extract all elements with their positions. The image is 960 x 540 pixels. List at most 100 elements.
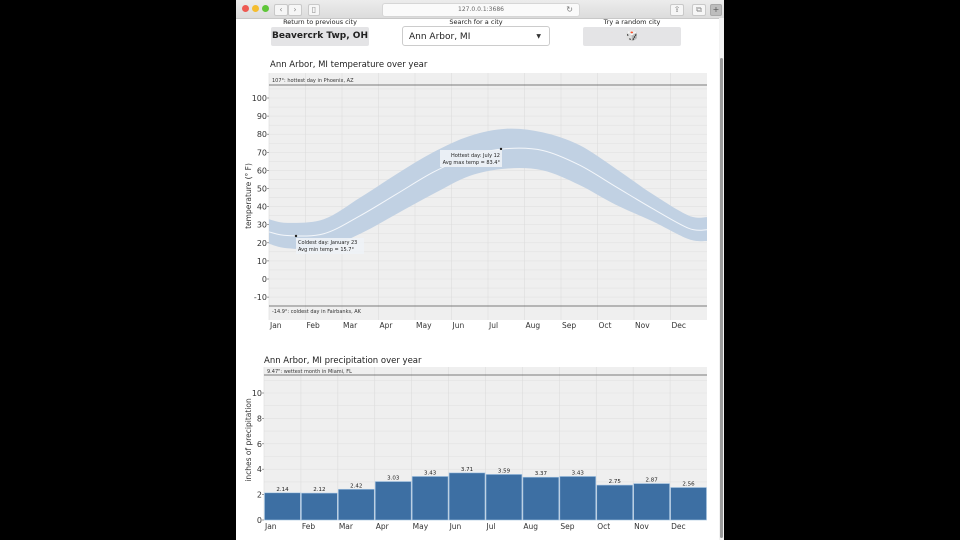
- url-text: 127.0.0.1:3686: [458, 6, 504, 13]
- coldest-tooltip: [296, 238, 364, 254]
- maximize-window-button[interactable]: [262, 5, 269, 12]
- hottest-annotation-line1: Hottest day: July 12: [451, 153, 500, 159]
- precipitation-bar: [448, 472, 486, 521]
- bar-value-label: 3.71: [461, 467, 473, 473]
- svg-text:Dec: Dec: [671, 522, 686, 531]
- precipitation-bar: [338, 488, 375, 521]
- previous-city-label: Return to previous city: [283, 18, 357, 26]
- share-icon[interactable]: ⇪: [670, 4, 684, 16]
- bar-value-label: 2.42: [350, 483, 362, 489]
- address-bar[interactable]: 127.0.0.1:3686 ↻: [382, 3, 580, 17]
- precipitation-bar: [596, 484, 633, 521]
- svg-text:0: 0: [262, 275, 267, 284]
- svg-text:10: 10: [252, 389, 262, 398]
- svg-text:60: 60: [257, 166, 267, 175]
- precipitation-x-axis: Jan Feb Mar Apr May Jun Jul Aug Sep Oct Nov Dec: [264, 522, 686, 531]
- previous-city-button[interactable]: Beavercrk Twp, OH: [271, 27, 369, 46]
- svg-text:4: 4: [257, 465, 262, 474]
- svg-text:May: May: [413, 522, 429, 531]
- svg-text:90: 90: [257, 112, 267, 121]
- svg-text:2: 2: [257, 491, 262, 500]
- temperature-y-axis: -10 0 10 20 30 40 50 60 70 80 90 100: [252, 94, 269, 302]
- bar-value-label: 2.87: [646, 478, 659, 484]
- close-window-button[interactable]: [242, 5, 249, 12]
- svg-text:Jul: Jul: [486, 522, 496, 531]
- precipitation-y-axis: 0 2 4 6 8 10: [252, 389, 264, 525]
- search-city-label: Search for a city: [449, 18, 503, 26]
- precipitation-bar: [264, 492, 301, 521]
- bar-value-label: 2.56: [682, 481, 695, 487]
- temperature-x-axis: Jan Feb Mar Apr May Jun Jul Aug Sep Oct Nov Dec: [269, 321, 686, 330]
- precipitation-y-label: inches of precipitation: [244, 398, 253, 482]
- svg-text:Mar: Mar: [339, 522, 354, 531]
- city-search-select[interactable]: Ann Arbor, MI ▼: [402, 26, 550, 46]
- precipitation-bar: [522, 476, 560, 521]
- svg-text:Apr: Apr: [376, 522, 390, 531]
- chevron-down-icon: ▼: [536, 33, 541, 40]
- bar-value-label: 3.59: [498, 468, 511, 474]
- bar-value-label: 3.43: [424, 470, 437, 476]
- svg-text:50: 50: [257, 185, 267, 194]
- svg-text:Oct: Oct: [599, 321, 612, 330]
- coldest-reference-label: -14.9°: coldest day in Fairbanks, AK: [272, 309, 362, 315]
- hottest-tooltip: [440, 150, 502, 167]
- page-scrollbar[interactable]: [719, 18, 724, 540]
- temperature-y-label: temperature (° F): [244, 163, 253, 229]
- tabs-overview-icon[interactable]: ⧉: [692, 4, 706, 16]
- hottest-annotation-line2: Avg max temp = 83.4°: [443, 160, 501, 166]
- svg-text:Sep: Sep: [560, 522, 574, 531]
- precipitation-bar: [301, 492, 338, 521]
- precipitation-bar: [559, 476, 597, 521]
- forward-button[interactable]: ›: [288, 4, 302, 16]
- svg-text:80: 80: [257, 130, 267, 139]
- svg-text:Feb: Feb: [302, 522, 316, 531]
- svg-text:Nov: Nov: [634, 522, 649, 531]
- precipitation-bar: [633, 483, 670, 521]
- hottest-reference-label: 107°: hottest day in Phoenix, AZ: [272, 78, 354, 84]
- svg-text:8: 8: [257, 414, 262, 423]
- minimize-window-button[interactable]: [252, 5, 259, 12]
- svg-text:Aug: Aug: [526, 321, 541, 330]
- precipitation-chart-title: Ann Arbor, MI precipitation over year: [264, 356, 422, 366]
- bar-value-label: 3.43: [572, 470, 585, 476]
- dice-icon: 🎲: [625, 31, 639, 42]
- random-city-label: Try a random city: [603, 18, 661, 26]
- svg-text:6: 6: [257, 440, 262, 449]
- svg-text:100: 100: [252, 94, 267, 103]
- wettest-reference-label: 9.47": wettest month in Miami, FL: [267, 369, 352, 375]
- svg-text:70: 70: [257, 148, 267, 157]
- coldest-day-marker: [294, 234, 298, 238]
- temperature-chart-title: Ann Arbor, MI temperature over year: [270, 60, 428, 70]
- svg-text:Oct: Oct: [597, 522, 610, 531]
- random-city-button[interactable]: 🎲: [583, 27, 681, 46]
- new-tab-button[interactable]: +: [710, 4, 722, 16]
- svg-text:Mar: Mar: [343, 321, 358, 330]
- reload-icon[interactable]: ↻: [566, 5, 573, 14]
- precipitation-bar: [374, 481, 412, 521]
- svg-text:40: 40: [257, 203, 267, 212]
- precipitation-bars: 2.14 2.12 2.42 3.03 3.43 3.71 3.59 3.37 3.43 2.75…: [264, 467, 707, 521]
- svg-text:Sep: Sep: [562, 321, 576, 330]
- precipitation-bar: [485, 474, 523, 521]
- coldest-annotation-line1: Coldest day: January 23: [298, 240, 357, 246]
- svg-text:Apr: Apr: [380, 321, 394, 330]
- scrollbar-thumb[interactable]: [720, 58, 723, 538]
- precipitation-gridlines: [263, 367, 707, 521]
- temperature-range-band: [269, 128, 707, 250]
- svg-text:Jun: Jun: [449, 522, 462, 531]
- svg-text:-10: -10: [254, 293, 267, 302]
- svg-text:Feb: Feb: [307, 321, 321, 330]
- svg-text:Jan: Jan: [264, 522, 277, 531]
- back-button[interactable]: ‹: [274, 4, 288, 16]
- svg-text:10: 10: [257, 257, 267, 266]
- sidebar-toggle-icon[interactable]: ▯: [308, 4, 320, 16]
- browser-toolbar: ‹ › ▯ 127.0.0.1:3686 ↻ ⇪ ⧉ +: [236, 0, 724, 19]
- city-search-value: Ann Arbor, MI: [409, 32, 471, 42]
- svg-text:Jun: Jun: [452, 321, 465, 330]
- bar-value-label: 3.03: [387, 476, 400, 482]
- hottest-day-marker: [499, 147, 503, 151]
- svg-text:0: 0: [257, 516, 262, 525]
- svg-text:May: May: [416, 321, 432, 330]
- coldest-annotation-line2: Avg min temp = 15.7°: [298, 247, 354, 253]
